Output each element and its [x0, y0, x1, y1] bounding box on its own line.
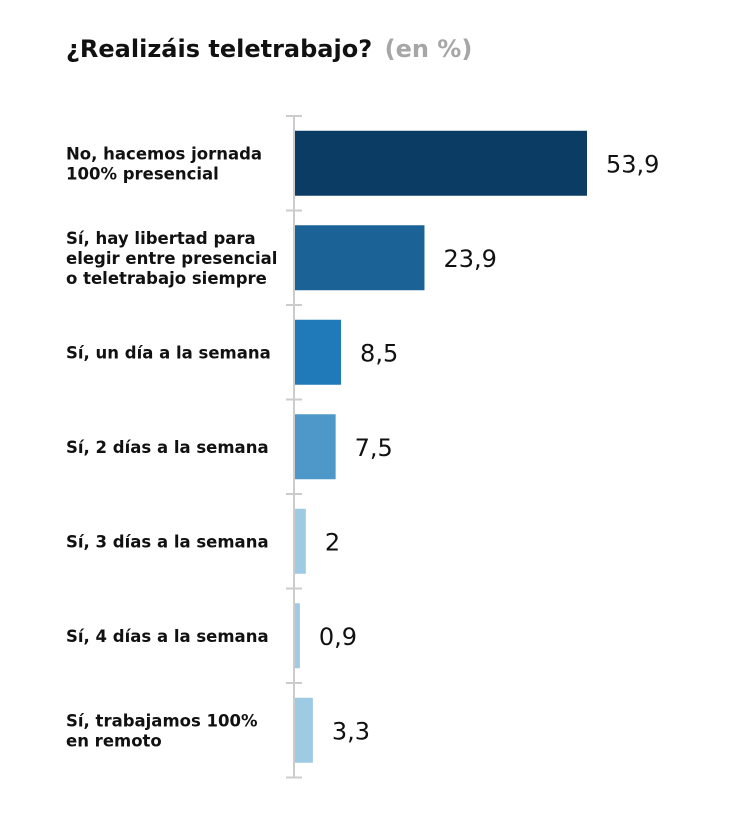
- category-label-line: en remoto: [66, 731, 162, 750]
- category-labels: No, hacemos jornada 100% presencial Sí, ha…: [66, 144, 277, 750]
- category-label: Sí, trabajamos 100% en remoto: [66, 711, 258, 750]
- bar: [295, 508, 306, 574]
- chart-unit-label: (en %): [385, 35, 473, 63]
- bar: [295, 414, 336, 480]
- bar: [295, 225, 425, 291]
- value-labels: 53,9 23,9 8,5 7,5 2 0,9 3,3: [319, 150, 660, 745]
- value-label: 53,9: [606, 150, 659, 178]
- category-label: Sí, 4 días a la semana: [66, 627, 269, 646]
- bars-group: [295, 130, 587, 763]
- chart-title-text: ¿Realizáis teletrabajo?: [66, 35, 372, 63]
- value-label: 23,9: [443, 245, 496, 273]
- category-label: No, hacemos jornada 100% presencial: [66, 144, 262, 183]
- bar: [295, 603, 300, 669]
- category-label-line: elegir entre presencial: [66, 249, 277, 268]
- value-label: 8,5: [360, 339, 398, 367]
- category-label: Sí, 2 días a la semana: [66, 438, 269, 457]
- category-label-line: No, hacemos jornada: [66, 144, 262, 163]
- chart-title: ¿Realizáis teletrabajo? (en %): [66, 35, 472, 63]
- bar: [295, 319, 342, 385]
- category-label: Sí, un día a la semana: [66, 343, 271, 362]
- bar: [295, 697, 313, 763]
- category-label-line: Sí, 4 días a la semana: [66, 627, 269, 646]
- category-label-line: Sí, 2 días a la semana: [66, 438, 269, 457]
- category-label-line: Sí, 3 días a la semana: [66, 532, 269, 551]
- category-label-line: Sí, trabajamos 100%: [66, 711, 258, 730]
- category-label: Sí, 3 días a la semana: [66, 532, 269, 551]
- category-label: Sí, hay libertad para elegir entre presen…: [66, 229, 277, 288]
- value-label: 0,9: [319, 623, 357, 651]
- value-label: 2: [325, 528, 340, 556]
- bar: [295, 130, 587, 196]
- value-label: 7,5: [355, 434, 393, 462]
- category-label-line: 100% presencial: [66, 164, 219, 183]
- category-label-line: o teletrabajo siempre: [66, 269, 267, 288]
- category-label-line: Sí, un día a la semana: [66, 343, 271, 362]
- category-label-line: Sí, hay libertad para: [66, 229, 256, 248]
- category-axis: [286, 115, 302, 779]
- value-label: 3,3: [332, 717, 370, 745]
